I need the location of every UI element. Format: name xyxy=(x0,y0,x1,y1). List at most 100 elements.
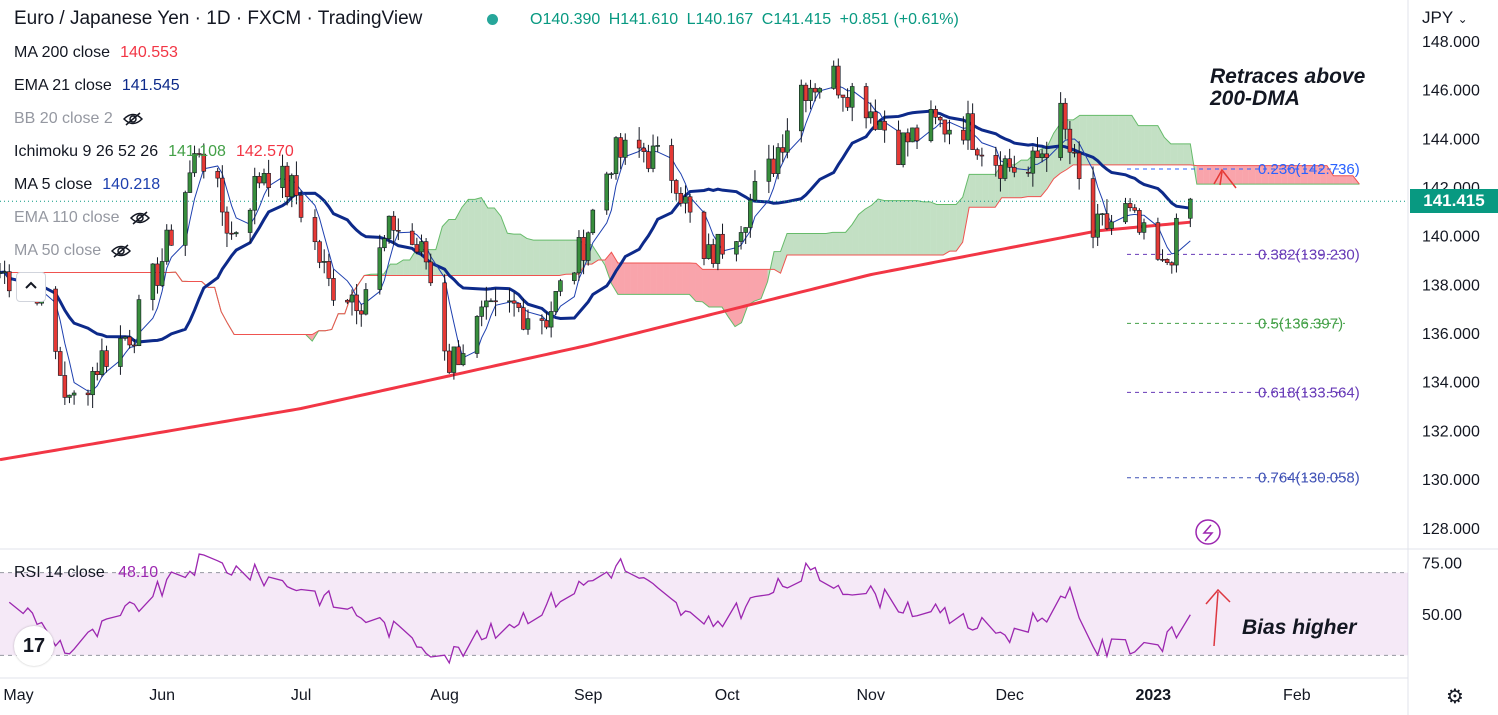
candle-body xyxy=(284,165,290,198)
candle-body xyxy=(1169,262,1175,266)
candle-body xyxy=(331,278,336,301)
currency-selector[interactable]: JPY ⌄ xyxy=(1422,8,1468,28)
legend-row[interactable]: EMA 110 close xyxy=(14,209,150,227)
rsi-band xyxy=(0,572,1408,656)
candle-body xyxy=(683,196,688,204)
legend-label: MA 50 close xyxy=(14,242,102,259)
legend-row[interactable]: MA 5 close 140.218 xyxy=(14,176,170,194)
candle-body xyxy=(0,272,3,274)
candle-body xyxy=(447,350,452,373)
tradingview-logo[interactable]: 17 xyxy=(14,626,54,666)
ichimoku-cloud-segment xyxy=(695,263,703,302)
candle-body xyxy=(169,229,174,246)
ichimoku-cloud-segment xyxy=(1229,165,1236,185)
ichimoku-cloud-segment xyxy=(1183,143,1191,165)
ichimoku-cloud-segment xyxy=(448,219,456,276)
candle-body xyxy=(812,87,818,93)
candle-body xyxy=(1039,153,1045,158)
ichimoku-cloud-segment xyxy=(1300,165,1308,185)
candle-body xyxy=(942,119,948,135)
legend-row[interactable]: MA 50 close xyxy=(14,242,132,260)
ichimoku-cloud-segment xyxy=(891,200,898,256)
eye-off-icon[interactable] xyxy=(122,112,143,126)
legend-value: 140.218 xyxy=(102,176,161,193)
eye-off-icon[interactable] xyxy=(111,244,132,258)
candle-body xyxy=(104,350,109,367)
annotation-line-1: Retraces above xyxy=(1210,65,1366,88)
ichimoku-cloud-segment xyxy=(461,199,469,276)
ichimoku-cloud-segment xyxy=(943,204,950,256)
ichimoku-cloud-segment xyxy=(520,234,527,276)
ohlc-high: H141.610 xyxy=(608,11,679,28)
candle-body xyxy=(715,233,721,264)
candle-body xyxy=(548,311,554,328)
candle-body xyxy=(391,215,396,231)
gear-icon[interactable]: ⚙ xyxy=(1446,686,1464,708)
candle-body xyxy=(127,336,132,346)
candle-body xyxy=(655,145,660,147)
legend-row[interactable]: BB 20 close 2 xyxy=(14,110,143,128)
candle-body xyxy=(382,238,387,249)
ichimoku-cloud-segment xyxy=(689,262,696,302)
ichimoku-cloud-segment xyxy=(708,269,716,308)
rsi-arrow-head xyxy=(1205,588,1231,605)
candle-body xyxy=(803,84,809,101)
ichimoku-cloud-segment xyxy=(969,174,976,208)
time-axis-tick: Aug xyxy=(430,687,458,704)
candle-body xyxy=(289,175,295,198)
ichimoku-cloud-segment xyxy=(1313,165,1321,185)
candle-body xyxy=(590,209,596,234)
candle-body xyxy=(345,299,350,303)
ichimoku-cloud-segment xyxy=(832,232,840,256)
candle-body xyxy=(636,139,642,149)
ema21-line xyxy=(0,109,1191,344)
ichimoku-cloud-segment xyxy=(1196,165,1204,185)
time-axis-tick: Jul xyxy=(291,687,311,704)
ichimoku-cloud-segment xyxy=(865,205,872,256)
candle-body xyxy=(409,230,415,245)
candle-body xyxy=(905,132,911,143)
candle-body xyxy=(785,130,790,153)
eye-off-icon[interactable] xyxy=(129,211,150,225)
ichimoku-cloud-segment xyxy=(1086,115,1093,165)
price-axis-tick: 148.000 xyxy=(1422,34,1480,51)
ichimoku-cloud-segment xyxy=(409,249,417,276)
candle-body xyxy=(321,261,327,263)
annotation-arrow xyxy=(1219,171,1223,186)
candle-body xyxy=(618,137,623,158)
ichimoku-cloud-segment xyxy=(806,233,814,256)
candle-body xyxy=(799,84,804,132)
candle-body xyxy=(192,153,197,174)
ichimoku-cloud-segment xyxy=(715,269,722,308)
ichimoku-cloud-segment xyxy=(682,262,690,295)
price-axis-tick: 144.000 xyxy=(1422,131,1480,148)
ohlc-readout: O140.390 H141.610 L140.167 C141.415 +0.8… xyxy=(530,11,963,29)
legend-row[interactable]: EMA 21 close 141.545 xyxy=(14,77,190,95)
ichimoku-cloud-segment xyxy=(539,240,547,276)
candle-body xyxy=(479,306,484,317)
ichimoku-cloud-segment xyxy=(507,233,514,276)
time-axis-tick: Jun xyxy=(149,687,175,704)
candle-body xyxy=(650,145,656,169)
ichimoku-cloud-segment xyxy=(1339,175,1347,185)
legend-row[interactable]: Ichimoku 9 26 52 26 141.108 142.570 xyxy=(14,143,304,161)
ichimoku-cloud-segment xyxy=(396,260,404,276)
candle-body xyxy=(1072,151,1077,154)
ichimoku-cloud-segment xyxy=(481,197,488,276)
candle-body xyxy=(1123,203,1128,223)
ichimoku-cloud-segment xyxy=(1125,115,1132,165)
ichimoku-cloud-segment xyxy=(500,216,508,276)
candle-body xyxy=(641,147,647,152)
collapse-legend-button[interactable] xyxy=(16,272,46,302)
ichimoku-cloud-segment xyxy=(1320,165,1327,185)
candle-body xyxy=(877,121,883,130)
ichimoku-cloud-segment xyxy=(1242,165,1249,185)
ichimoku-cloud-segment xyxy=(774,251,781,274)
ma5-line xyxy=(0,85,1191,392)
candle-body xyxy=(1109,221,1114,229)
legend-row[interactable]: MA 200 close 140.553 xyxy=(14,44,188,62)
candle-body xyxy=(979,154,985,157)
candle-body xyxy=(998,165,1003,179)
candle-body xyxy=(937,116,943,121)
